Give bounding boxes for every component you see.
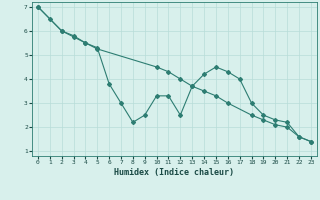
X-axis label: Humidex (Indice chaleur): Humidex (Indice chaleur) [115, 168, 234, 177]
